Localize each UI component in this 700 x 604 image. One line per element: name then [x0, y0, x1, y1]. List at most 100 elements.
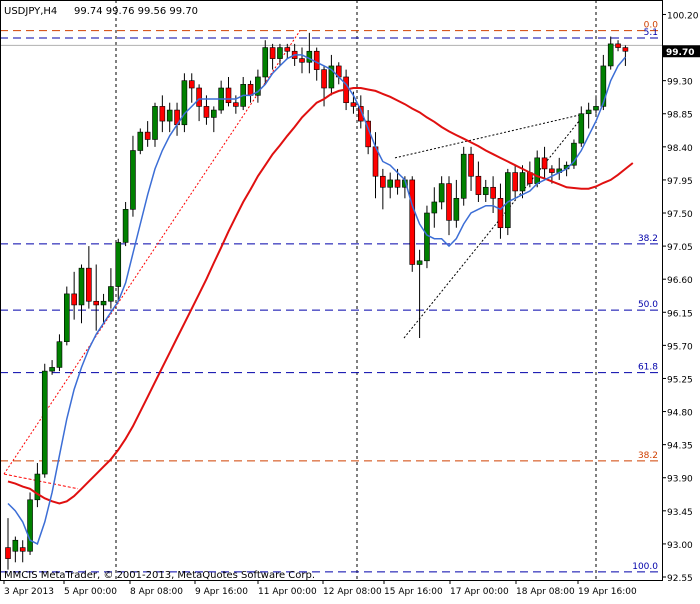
- y-tick-label: 95.25: [667, 375, 693, 385]
- y-tick-label: 96.60: [667, 276, 693, 286]
- candle-body: [299, 58, 305, 63]
- candle-body: [534, 157, 541, 184]
- y-tick-label: 94.80: [667, 409, 693, 419]
- candle-body: [100, 300, 107, 306]
- x-tick-label: 17 Apr 00:00: [450, 587, 509, 597]
- y-tick-label: 93.45: [667, 508, 693, 518]
- fib-anchor-line: [3, 473, 79, 490]
- fib-level-label-6: 100.0: [632, 562, 658, 572]
- x-tick-label: 15 Apr 16:00: [384, 587, 443, 597]
- candle-body: [424, 212, 430, 262]
- candle-body: [350, 102, 357, 107]
- y-tick-label: 96.15: [667, 309, 693, 319]
- candle-body: [5, 547, 11, 559]
- candle-body: [56, 341, 63, 368]
- candle-body: [321, 69, 327, 89]
- y-tick-label: 100.20: [667, 11, 699, 21]
- y-tick-label: 97.05: [667, 243, 693, 253]
- candle-body: [181, 80, 188, 126]
- candle-body: [49, 367, 55, 372]
- candle-body: [86, 267, 92, 302]
- candle-body: [607, 43, 614, 67]
- candle-body: [122, 209, 129, 243]
- x-tick-label: 12 Apr 08:00: [323, 587, 382, 597]
- support-trendline: [403, 113, 586, 339]
- x-tick-label: 8 Apr 08:00: [130, 587, 183, 597]
- candle-body: [137, 131, 144, 151]
- slow-moving-average: [7, 87, 634, 505]
- candle-body: [108, 286, 114, 302]
- candle-body: [482, 186, 489, 195]
- candle-body: [159, 106, 166, 122]
- candle-body: [211, 109, 217, 118]
- current-price-box: [663, 45, 700, 58]
- candle-body: [460, 153, 467, 199]
- candle-body: [225, 87, 232, 104]
- candle-body: [34, 473, 41, 501]
- fib-level-label-1: 5.1: [644, 28, 658, 38]
- symbol-title: USDJPY,H4: [4, 6, 57, 17]
- candle-body: [152, 106, 158, 140]
- y-tick-label: 98.40: [667, 144, 693, 154]
- candle-body: [262, 47, 269, 78]
- candle-body: [64, 293, 70, 342]
- candle-body: [519, 172, 526, 192]
- candle-body: [277, 47, 283, 59]
- candle-body: [622, 47, 629, 52]
- candle-body: [409, 179, 416, 265]
- ohlc-readout: 99.74 99.76 99.56 99.70: [74, 6, 198, 17]
- y-tick-label: 97.95: [667, 177, 693, 187]
- y-tick-label: 93.90: [667, 475, 693, 485]
- candle-body: [446, 183, 452, 221]
- candle-body: [438, 183, 445, 203]
- x-tick-label: 5 Apr 00:00: [64, 587, 117, 597]
- candle-body: [549, 168, 555, 173]
- candle-body: [504, 172, 511, 229]
- candle-body: [416, 260, 423, 265]
- fib-level-label-2: 38.2: [638, 234, 658, 244]
- fib-level-label-5: 38.2: [638, 451, 658, 461]
- candle-body: [27, 499, 33, 552]
- y-tick-label: 93.00: [667, 541, 693, 551]
- candle-body: [387, 179, 394, 188]
- y-tick-label: 92.55: [667, 574, 693, 584]
- candle-body: [475, 175, 482, 195]
- y-tick-label: 95.70: [667, 342, 693, 352]
- y-tick-label: 98.85: [667, 111, 693, 121]
- candle-body: [144, 131, 151, 140]
- candle-body: [615, 43, 621, 48]
- candle-body: [284, 47, 291, 52]
- x-tick-label: 11 Apr 00:00: [258, 587, 317, 597]
- fib-base-line: [3, 30, 301, 475]
- x-tick-label: 18 Apr 08:00: [516, 587, 575, 597]
- fib-level-label-3: 50.0: [638, 300, 658, 310]
- candle-body: [188, 80, 195, 89]
- candle-body: [431, 201, 438, 214]
- candle-body: [328, 65, 335, 89]
- x-tick-label: 3 Apr 2013: [4, 587, 54, 597]
- copyright-text: MMCIS MetaTrader, © 2001-2013, MetaQuote…: [4, 570, 315, 581]
- candle-body: [306, 50, 313, 63]
- fib-level-label-0: 0.0: [644, 21, 659, 31]
- candle-body: [380, 175, 386, 188]
- candle-body: [571, 142, 577, 166]
- fib-level-label-4: 61.8: [638, 363, 658, 373]
- y-tick-label: 94.35: [667, 442, 693, 452]
- candle-body: [541, 157, 548, 170]
- candle-body: [394, 179, 401, 188]
- resistance-trendline: [394, 113, 586, 159]
- candle-body: [468, 153, 474, 177]
- candle-body: [203, 106, 210, 118]
- candle-body: [78, 267, 85, 306]
- candle-body: [130, 150, 136, 210]
- candle-body: [233, 102, 239, 107]
- candle-body: [93, 300, 99, 306]
- fast-moving-average: [7, 54, 626, 545]
- x-tick-label: 19 Apr 16:00: [578, 587, 637, 597]
- plot-frame: [0, 0, 663, 581]
- candle-body: [19, 547, 26, 552]
- candle-body: [593, 106, 599, 111]
- candle-body: [453, 198, 460, 221]
